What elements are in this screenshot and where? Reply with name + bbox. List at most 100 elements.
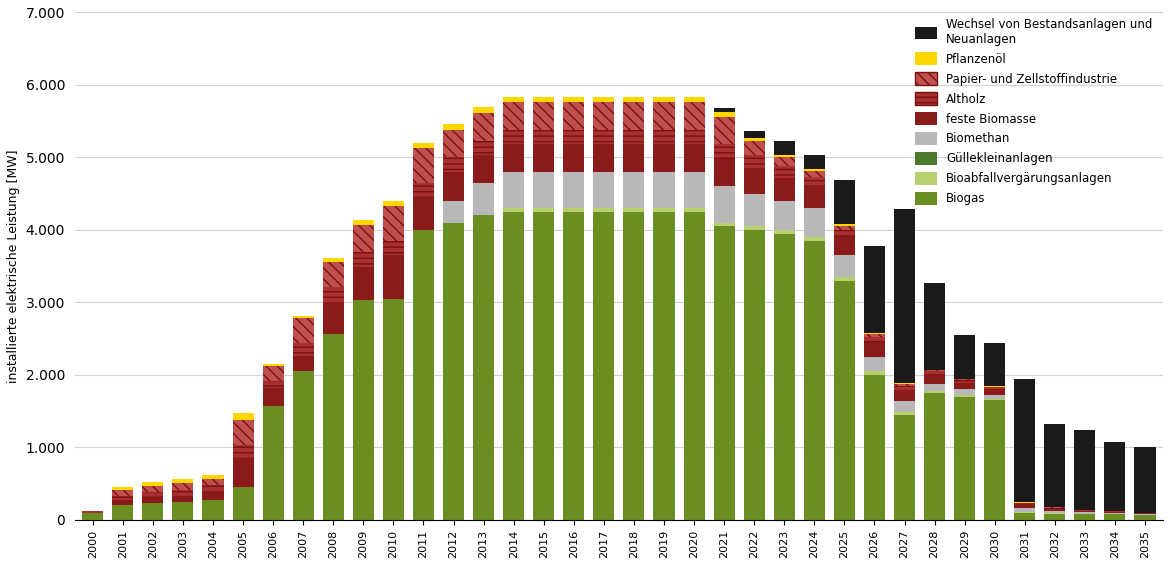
Bar	[473, 107, 494, 113]
Bar	[894, 390, 915, 401]
Bar	[683, 97, 704, 102]
Bar	[233, 420, 254, 445]
Bar	[894, 412, 915, 415]
Bar	[323, 287, 344, 302]
Bar	[383, 206, 404, 241]
Bar	[683, 130, 704, 145]
Bar	[1014, 512, 1035, 520]
Bar	[143, 493, 164, 498]
Bar	[593, 102, 614, 130]
Bar	[593, 97, 614, 102]
Bar	[894, 383, 915, 384]
Bar	[773, 178, 794, 201]
Bar	[773, 141, 794, 155]
Bar	[202, 485, 223, 491]
Bar	[654, 130, 675, 145]
Bar	[323, 334, 344, 520]
Bar	[744, 230, 765, 520]
Bar	[292, 343, 314, 356]
Bar	[954, 383, 975, 389]
Bar	[834, 237, 855, 255]
Bar	[773, 155, 794, 158]
Legend: Wechsel von Bestandsanlagen und
Neuanlagen, Pflanzenöl, Papier- und Zellstoffind: Wechsel von Bestandsanlagen und Neuanlag…	[910, 13, 1157, 210]
Bar	[353, 267, 374, 299]
Bar	[82, 512, 103, 520]
Bar	[82, 511, 103, 512]
Bar	[443, 158, 464, 172]
Bar	[834, 281, 855, 520]
Bar	[353, 220, 374, 225]
Bar	[443, 201, 464, 223]
Bar	[654, 212, 675, 520]
Bar	[233, 458, 254, 488]
Bar	[593, 212, 614, 520]
Bar	[1074, 430, 1095, 510]
Bar	[924, 384, 945, 391]
Bar	[143, 483, 164, 486]
Bar	[534, 208, 555, 212]
Bar	[894, 401, 915, 412]
Bar	[954, 335, 975, 379]
Bar	[262, 406, 283, 520]
Bar	[834, 255, 855, 277]
Bar	[624, 97, 645, 102]
Bar	[202, 499, 223, 520]
Bar	[112, 506, 133, 520]
Bar	[863, 342, 885, 357]
Bar	[804, 237, 825, 241]
Bar	[563, 130, 584, 145]
Bar	[1135, 447, 1156, 512]
Bar	[1045, 508, 1066, 511]
Bar	[413, 148, 434, 183]
Bar	[1014, 505, 1035, 508]
Bar	[804, 155, 825, 169]
Bar	[804, 208, 825, 237]
Bar	[834, 230, 855, 237]
Bar	[984, 386, 1005, 387]
Bar	[112, 496, 133, 499]
Bar	[1074, 511, 1095, 512]
Bar	[503, 145, 524, 172]
Bar	[262, 366, 283, 381]
Bar	[473, 215, 494, 520]
Bar	[503, 97, 524, 102]
Bar	[924, 375, 945, 384]
Bar	[143, 503, 164, 520]
Bar	[624, 208, 645, 212]
Bar	[714, 145, 735, 159]
Bar	[894, 386, 915, 390]
Bar	[804, 177, 825, 186]
Bar	[383, 255, 404, 299]
Bar	[863, 375, 885, 520]
Bar	[744, 194, 765, 227]
Bar	[262, 388, 283, 406]
Y-axis label: installierte elektrische Leistung [MW]: installierte elektrische Leistung [MW]	[7, 150, 20, 383]
Bar	[683, 172, 704, 208]
Bar	[143, 498, 164, 503]
Bar	[894, 209, 915, 383]
Bar	[1104, 442, 1126, 511]
Bar	[773, 201, 794, 230]
Bar	[624, 102, 645, 130]
Bar	[112, 488, 133, 490]
Bar	[683, 212, 704, 520]
Bar	[834, 225, 855, 230]
Bar	[443, 223, 464, 520]
Bar	[534, 97, 555, 102]
Bar	[804, 186, 825, 208]
Bar	[172, 502, 193, 520]
Bar	[1135, 514, 1156, 515]
Bar	[563, 102, 584, 130]
Bar	[262, 364, 283, 366]
Bar	[233, 488, 254, 520]
Bar	[292, 318, 314, 343]
Bar	[112, 490, 133, 496]
Bar	[863, 357, 885, 371]
Bar	[714, 159, 735, 186]
Bar	[834, 180, 855, 224]
Bar	[834, 277, 855, 281]
Bar	[292, 371, 314, 520]
Bar	[683, 208, 704, 212]
Bar	[863, 371, 885, 375]
Bar	[172, 490, 193, 496]
